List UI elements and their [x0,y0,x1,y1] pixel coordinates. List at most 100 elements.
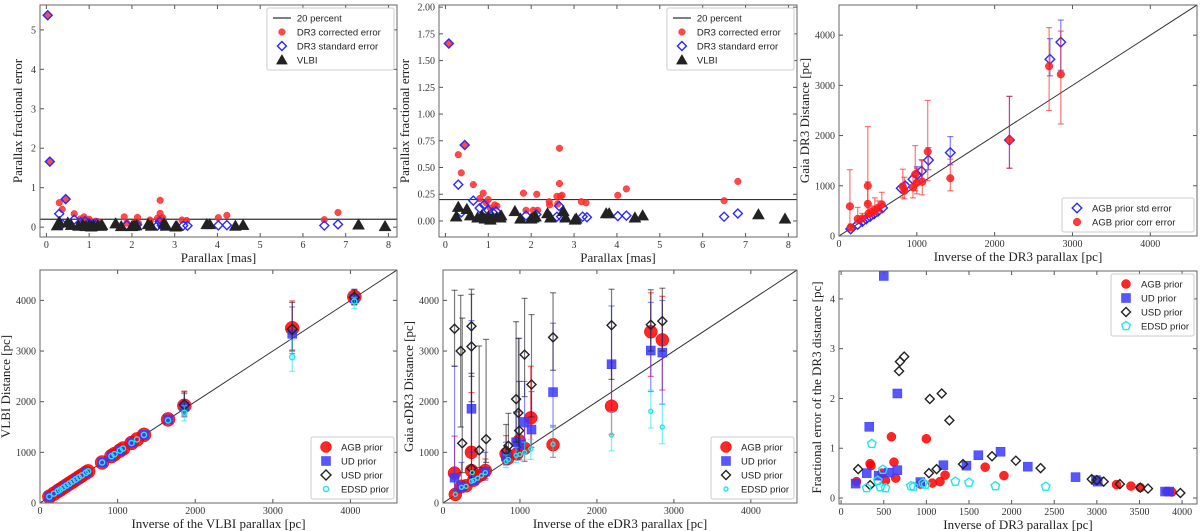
data-point [182,220,193,232]
data-point [454,151,462,159]
legend-label: AGB prior [1141,280,1183,291]
y-tick-label: 4 [31,65,36,76]
legend-marker-icon [721,456,731,466]
x-tick-label: 0 [38,506,43,517]
data-point [457,169,465,177]
x-axis-label: Inverse of DR3 parallax [pc] [943,517,1092,531]
data-point [513,425,525,437]
data-point [44,156,56,168]
legend-marker-icon [1120,320,1132,331]
data-point [548,387,558,397]
data-point [922,154,935,166]
plot-area [839,5,1197,236]
legend-label: VLBI [297,56,318,67]
data-point [334,208,342,217]
data-point [177,220,189,232]
y-tick-label: 0 [31,223,36,234]
data-point [478,472,485,479]
series-usd-prior [449,287,668,479]
data-point [95,218,109,230]
data-point [519,417,530,427]
x-axis-label: Parallax [mas] [580,250,655,265]
x-tick-label: 7 [343,240,348,251]
data-point [502,440,514,452]
data-point [1164,486,1175,497]
data-point [520,210,532,222]
data-point [378,219,392,232]
data-point [944,146,957,159]
data-point [936,387,948,399]
y-tick-label: 1000 [815,181,835,192]
data-point [547,331,559,343]
y-tick-label: 0 [434,499,439,510]
panel-6: 0 500 1000 1500 2000 2500 3000 3500 4000 0 1 2 3 4 Inv… [809,270,1198,531]
data-point [877,464,889,474]
data-point [863,199,872,208]
x-tick-label: 3000 [1087,507,1107,518]
data-point [558,191,566,199]
data-point [318,220,330,232]
data-point [236,218,250,230]
data-point [52,215,66,227]
data-point [935,476,945,487]
data-point [479,189,487,197]
identity-line [839,5,1197,236]
data-point [1091,474,1103,486]
data-point [622,185,630,193]
legend-marker-icon [278,28,286,36]
axes-frame [39,4,398,238]
data-point [569,212,583,224]
y-tick-label: 1.75 [418,29,436,40]
data-point [946,174,955,183]
legend-label: 20 percent [297,14,342,25]
data-point [533,190,541,198]
legend-entry: EDSD prior [1120,320,1189,333]
axes-frame [838,4,1198,237]
data-point [98,459,106,466]
data-point [880,482,891,493]
series-agb-prior-corr-error [845,26,1065,232]
data-point [465,340,477,352]
data-point [963,477,975,487]
legend: 20 percent DR3 corrected error DR3 standar… [666,7,795,71]
data-point [144,219,158,231]
x-tick-label: 4 [614,240,619,251]
x-tick-label: 4000 [1172,507,1192,518]
data-point [519,349,531,361]
data-point [288,353,296,361]
legend: AGB prior UD prior USD prior EDSD prior [710,436,795,500]
y-tick-label: 2000 [16,397,36,408]
data-point [181,409,188,417]
data-point [923,467,935,479]
data-point [471,477,477,483]
data-point [332,218,344,230]
y-tick-label: 0.00 [418,216,436,227]
data-point [636,209,650,221]
legend-entry: AGB prior [720,441,783,454]
data-point [602,206,616,219]
data-point [449,323,461,335]
data-point [1040,481,1051,491]
data-point [451,200,465,212]
y-tick-label: 2 [31,144,36,155]
legend-label: EDSD prior [741,485,789,496]
legend-marker-icon [676,40,688,52]
y-tick-label: 3 [830,344,835,355]
x-tick-label: 1 [486,240,491,251]
legend-marker-icon [320,469,332,481]
y-tick-label: 1000 [419,448,439,459]
data-point [139,430,149,440]
data-point [212,219,224,231]
panel-2: 0 1 2 3 4 5 6 7 8 0.00 0.25 0.50 0.75 1.00 1.25 1.50 1.7… [397,3,798,265]
x-tick-label: 3 [572,240,577,251]
y-tick-label: 3000 [419,347,439,358]
x-tick-label: 2000 [587,506,607,517]
data-point [894,356,906,368]
legend-label: UD prior [341,457,376,468]
x-tick-label: 2 [529,240,534,251]
legend-entry: UD prior [1121,293,1176,305]
data-point [980,462,990,472]
y-tick-label: 0.50 [418,163,436,174]
x-tick-label: 2000 [1002,507,1022,518]
